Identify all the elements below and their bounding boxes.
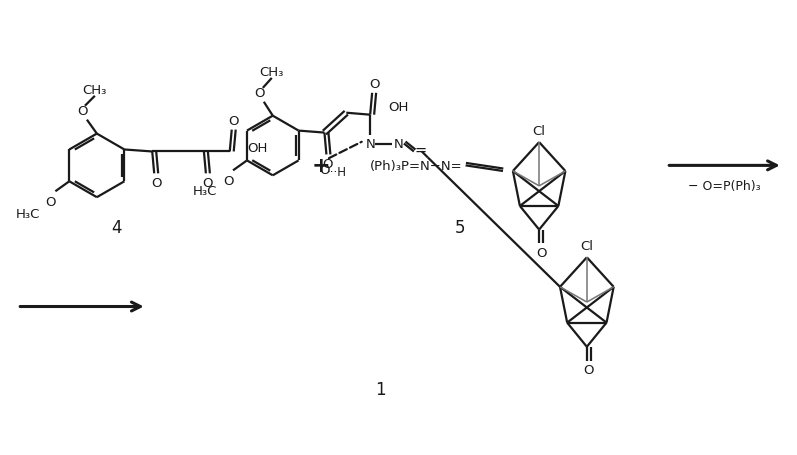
Text: OH: OH <box>248 142 268 155</box>
Text: O: O <box>369 78 379 91</box>
Text: +: + <box>311 156 330 176</box>
Text: Cl: Cl <box>532 124 546 137</box>
Text: O: O <box>45 195 56 208</box>
Text: − O=P(Ph)₃: − O=P(Ph)₃ <box>688 179 760 192</box>
Text: CH₃: CH₃ <box>83 84 107 97</box>
Text: O: O <box>322 157 332 171</box>
Text: O: O <box>223 174 234 187</box>
Text: 4: 4 <box>112 218 122 237</box>
Text: H₃C: H₃C <box>193 184 218 197</box>
Text: =: = <box>414 143 427 157</box>
Text: O: O <box>254 87 265 100</box>
Text: N: N <box>394 138 404 151</box>
Text: O: O <box>536 247 547 259</box>
Text: 5: 5 <box>454 218 465 237</box>
Text: (Ph)₃P=N−N=: (Ph)₃P=N−N= <box>370 160 463 172</box>
Text: H₃C: H₃C <box>15 207 40 220</box>
Text: O: O <box>202 177 213 189</box>
Text: OH: OH <box>388 101 408 114</box>
Text: O: O <box>583 364 594 376</box>
Text: O: O <box>319 163 330 177</box>
Text: ···H: ···H <box>326 166 347 178</box>
Text: 1: 1 <box>375 380 386 398</box>
Text: O: O <box>77 105 88 118</box>
Text: N: N <box>365 138 375 151</box>
Text: CH₃: CH₃ <box>260 66 284 79</box>
Text: Cl: Cl <box>580 239 593 253</box>
Text: O: O <box>151 177 162 189</box>
Text: O: O <box>229 115 239 128</box>
